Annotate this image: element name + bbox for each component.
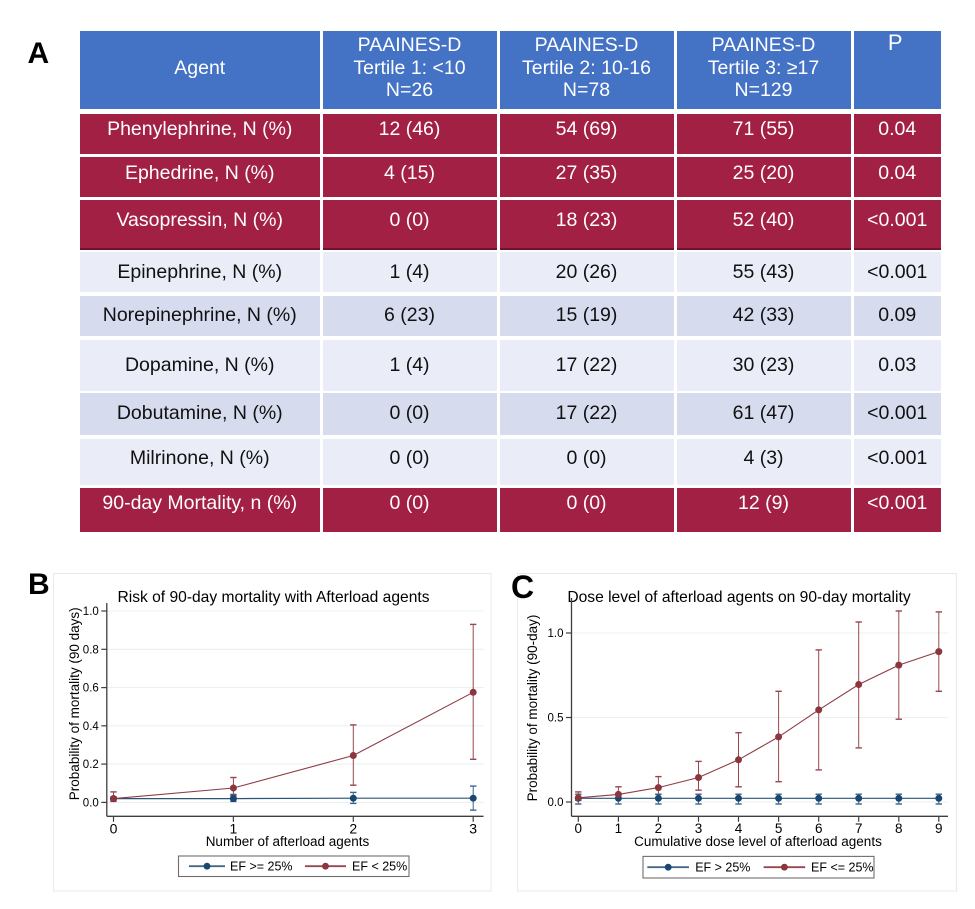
svg-text:0.0: 0.0 bbox=[83, 797, 99, 809]
svg-text:EF <= 25%: EF <= 25% bbox=[811, 861, 874, 875]
svg-text:1.0: 1.0 bbox=[83, 606, 99, 618]
svg-text:3: 3 bbox=[695, 821, 703, 836]
svg-text:Risk of 90-day mortality with: Risk of 90-day mortality with Afterload … bbox=[117, 589, 429, 606]
svg-text:9: 9 bbox=[935, 821, 943, 836]
svg-text:1: 1 bbox=[230, 821, 238, 837]
svg-text:0.8: 0.8 bbox=[83, 644, 99, 656]
svg-text:Dose level of afterload agents: Dose level of afterload agents on 90-day… bbox=[567, 589, 910, 606]
svg-text:1.0: 1.0 bbox=[548, 628, 564, 640]
svg-text:Probability of mortality (90 d: Probability of mortality (90 days) bbox=[67, 607, 82, 800]
svg-text:6: 6 bbox=[815, 821, 823, 836]
svg-text:2: 2 bbox=[349, 821, 357, 837]
svg-text:Cumulative dose level of after: Cumulative dose level of afterload agent… bbox=[634, 834, 882, 849]
svg-text:3: 3 bbox=[469, 821, 477, 837]
svg-text:EF < 25%: EF < 25% bbox=[352, 860, 407, 874]
svg-text:0.4: 0.4 bbox=[83, 721, 100, 733]
svg-text:0: 0 bbox=[575, 821, 583, 836]
svg-text:Number of afterload agents: Number of afterload agents bbox=[206, 834, 370, 849]
svg-text:0.0: 0.0 bbox=[548, 797, 564, 809]
svg-text:8: 8 bbox=[895, 821, 903, 836]
svg-text:2: 2 bbox=[655, 821, 663, 836]
svg-text:0: 0 bbox=[110, 821, 118, 837]
svg-text:0.2: 0.2 bbox=[83, 759, 99, 771]
svg-text:Probability of mortality (90-d: Probability of mortality (90-day) bbox=[525, 615, 540, 802]
svg-text:1: 1 bbox=[615, 821, 623, 836]
svg-text:7: 7 bbox=[855, 821, 863, 836]
svg-text:EF > 25%: EF > 25% bbox=[695, 861, 750, 875]
svg-text:0.6: 0.6 bbox=[83, 683, 99, 695]
svg-text:EF >= 25%: EF >= 25% bbox=[230, 860, 293, 874]
svg-text:5: 5 bbox=[775, 821, 783, 836]
svg-text:0.5: 0.5 bbox=[548, 713, 564, 725]
svg-text:4: 4 bbox=[735, 821, 743, 836]
